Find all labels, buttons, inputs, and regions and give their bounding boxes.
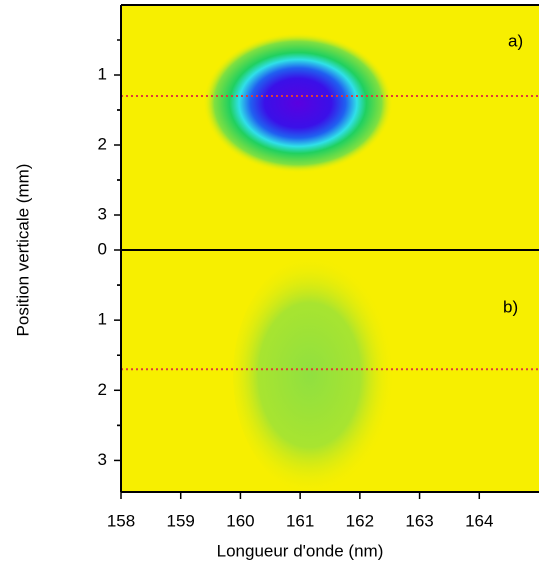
x-tick-label: 162 <box>346 511 374 530</box>
y-tick-label: 1 <box>98 310 107 329</box>
panel-label: a) <box>508 31 523 50</box>
y-tick-label: 0 <box>98 239 107 258</box>
x-tick-label: 164 <box>465 511 493 530</box>
y-axis-title: Position verticale (mm) <box>13 164 32 337</box>
x-axis-title: Longueur d'onde (nm) <box>217 541 384 560</box>
intensity-spot <box>203 33 393 173</box>
x-tick-label: 158 <box>107 511 135 530</box>
x-tick-label: 161 <box>286 511 314 530</box>
x-tick-label: 163 <box>405 511 433 530</box>
y-tick-label: 2 <box>98 380 107 399</box>
y-tick-label: 2 <box>98 134 107 153</box>
overlay: 1 2 3 a) 0 1 2 3 158 159 160 161 162 163 164 b) <box>98 4 539 530</box>
panel-label: b) <box>503 297 518 316</box>
y-tick-label: 3 <box>98 450 107 469</box>
x-tick-label: 160 <box>226 511 254 530</box>
y-tick-label: 3 <box>98 204 107 223</box>
y-tick-label: 1 <box>98 64 107 83</box>
x-tick-label: 159 <box>167 511 195 530</box>
intensity-spot <box>233 255 403 495</box>
